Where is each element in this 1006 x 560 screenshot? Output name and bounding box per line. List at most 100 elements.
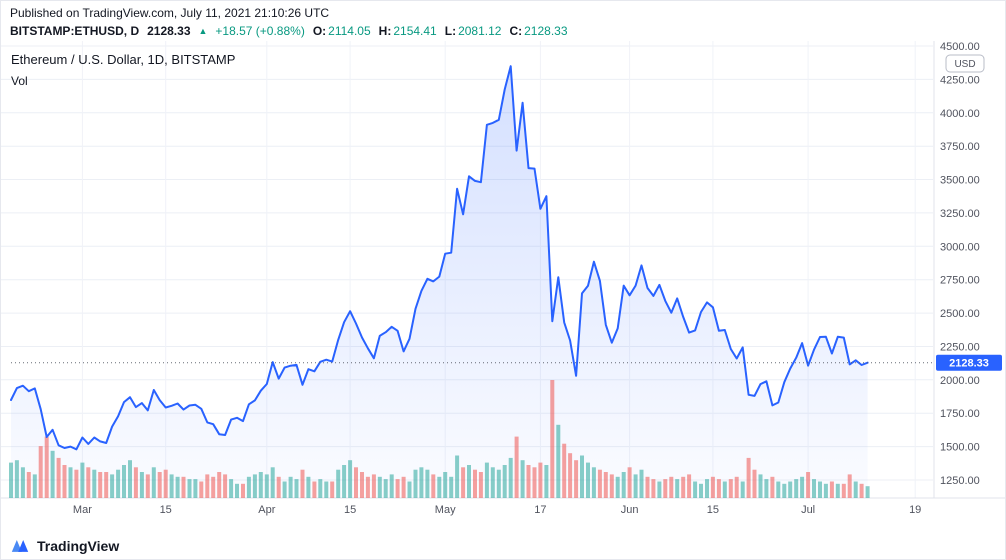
volume-bar: [544, 465, 549, 498]
volume-bar: [788, 481, 793, 498]
volume-bar: [258, 472, 263, 498]
volume-bar: [294, 479, 299, 498]
volume-bar: [734, 476, 739, 498]
volume-bar: [128, 460, 132, 498]
volume-bar: [413, 469, 418, 498]
price-line: [10, 65, 869, 451]
volume-legend-label: Vol: [11, 74, 28, 88]
volume-bar: [550, 380, 555, 498]
volume-bar: [401, 476, 406, 498]
volume-bar: [98, 472, 103, 498]
volume-bar: [122, 465, 126, 498]
volume-bar: [193, 479, 198, 498]
y-axis-label: 4250.00: [940, 74, 980, 86]
close-label: C:: [509, 24, 523, 38]
snapshot-footer: TradingView: [1, 531, 1005, 559]
volume-bar: [241, 483, 245, 498]
volume-bar: [116, 469, 121, 498]
volume-bar: [169, 474, 174, 498]
volume-bar: [615, 476, 620, 498]
last-price-badge: [936, 354, 1002, 371]
volume-bar: [728, 479, 733, 498]
volume-bar: [782, 483, 787, 498]
y-axis-label: 3750.00: [940, 141, 980, 153]
volume-bar: [508, 457, 513, 498]
volume-bar: [151, 467, 156, 498]
volume-bar: [336, 469, 341, 498]
volume-bar: [538, 462, 543, 498]
y-axis-label: 3250.00: [940, 208, 980, 220]
volume-bar: [478, 472, 483, 498]
volume-bar: [502, 465, 507, 498]
volume-bar: [133, 467, 138, 498]
volume-bar: [360, 472, 364, 498]
volume-bar: [330, 481, 335, 498]
volume-bar: [383, 479, 388, 498]
volume-bar: [710, 476, 715, 498]
volume-bar: [389, 474, 394, 498]
open-label: O:: [312, 24, 327, 38]
high-label: H:: [378, 24, 392, 38]
close-value: 2128.33: [524, 24, 568, 38]
volume-bar: [705, 479, 709, 498]
x-axis-label: 15: [344, 504, 356, 516]
volume-bar: [526, 465, 531, 498]
volume-bar: [32, 474, 37, 498]
x-axis-label: 15: [160, 504, 172, 516]
volume-bar: [859, 483, 864, 498]
volume-bar: [740, 481, 745, 498]
volume-bar: [657, 481, 662, 498]
y-axis-label: 2250.00: [940, 342, 980, 354]
volume-bar: [764, 479, 769, 498]
y-axis-label: 3000.00: [940, 241, 980, 253]
volume-bar: [716, 479, 721, 498]
volume-bar: [687, 474, 692, 498]
volume-bar: [318, 479, 323, 498]
volume-bar: [597, 469, 602, 498]
volume-bar: [591, 467, 596, 498]
volume-bar: [770, 476, 775, 498]
volume-bar: [264, 474, 269, 498]
open-value: 2114.05: [328, 24, 371, 38]
volume-bar: [38, 446, 43, 498]
low-value: 2081.12: [458, 24, 502, 38]
volume-bar: [306, 476, 311, 498]
volume-bar: [187, 479, 192, 498]
tradingview-logo-icon: [11, 540, 29, 552]
tradingview-brand-link[interactable]: TradingView: [37, 537, 120, 554]
volume-bar: [663, 479, 668, 498]
volume-bar: [205, 474, 210, 498]
volume-bar: [92, 469, 97, 498]
ohlc-low: L: 2081.12: [445, 24, 502, 38]
volume-bar: [806, 472, 811, 498]
volume-bar: [252, 474, 257, 498]
symbol-name: BITSTAMP:ETHUSD, D: [10, 24, 140, 38]
volume-bar: [288, 476, 293, 498]
volume-bar: [74, 469, 79, 498]
volume-bar: [829, 481, 834, 498]
volume-bar: [80, 462, 85, 498]
volume-bar: [847, 474, 852, 498]
volume-bar: [603, 472, 608, 498]
volume-bar: [812, 479, 816, 498]
volume-bar: [211, 476, 216, 498]
chart-canvas[interactable]: 4500.00 4250.00 4000.00 3750.00 3500.00 3250.…: [1, 41, 1006, 531]
x-axis-label: Mar: [73, 504, 92, 516]
volume-bar: [574, 460, 579, 498]
volume-bar: [514, 436, 519, 498]
y-axis-label: 3500.00: [940, 175, 980, 187]
price-axis[interactable]: 4500.00 4250.00 4000.00 3750.00 3500.00 3250.…: [940, 41, 980, 487]
volume-bar: [746, 457, 751, 498]
volume-bar: [50, 450, 55, 498]
volume-bar: [562, 443, 567, 498]
volume-bar: [348, 460, 353, 498]
volume-bar: [300, 469, 305, 498]
price-area: [11, 66, 868, 498]
chart-area: 4500.00 4250.00 4000.00 3750.00 3500.00 3250.…: [1, 41, 1006, 531]
volume-bar: [818, 481, 822, 498]
volume-bar: [223, 474, 228, 498]
volume-bar: [758, 474, 763, 498]
time-axis[interactable]: Mar 15 Apr 15 May 17 Jun 15 Jul 19: [73, 504, 921, 516]
volume-bar: [437, 476, 442, 498]
volume-bar: [467, 465, 471, 498]
